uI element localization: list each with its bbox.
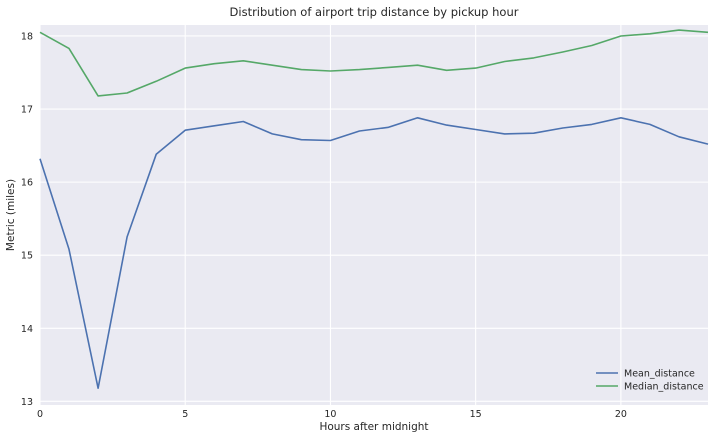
y-tick-label: 17 (21, 105, 33, 116)
series-line-mean-distance (39, 117, 709, 390)
y-tick-label: 14 (21, 324, 33, 335)
x-tick-label: 0 (37, 409, 43, 420)
legend: Mean_distance Median_distance (596, 369, 704, 393)
y-tick-label: 18 (21, 31, 33, 42)
legend-entry: Median_distance (624, 382, 704, 393)
plot-background (40, 25, 708, 405)
x-axis-label: Hours after midnight (319, 421, 428, 433)
y-axis-ticks: 13 14 15 16 17 18 (21, 31, 33, 407)
series-layer (39, 29, 709, 390)
legend-entry: Mean_distance (624, 369, 695, 380)
x-tick-label: 10 (324, 409, 336, 420)
y-tick-label: 13 (21, 397, 33, 408)
series-line-median-distance (39, 29, 709, 97)
x-tick-label: 20 (615, 409, 627, 420)
y-axis-label: Metric (miles) (5, 179, 17, 251)
y-tick-label: 15 (21, 251, 33, 262)
chart-title: Distribution of airport trip distance by… (230, 5, 519, 19)
grid-lines (39, 25, 708, 405)
x-axis-ticks: 0 5 10 15 20 (37, 409, 627, 420)
y-tick-label: 16 (21, 178, 33, 189)
x-tick-label: 15 (470, 409, 482, 420)
x-tick-label: 5 (182, 409, 188, 420)
